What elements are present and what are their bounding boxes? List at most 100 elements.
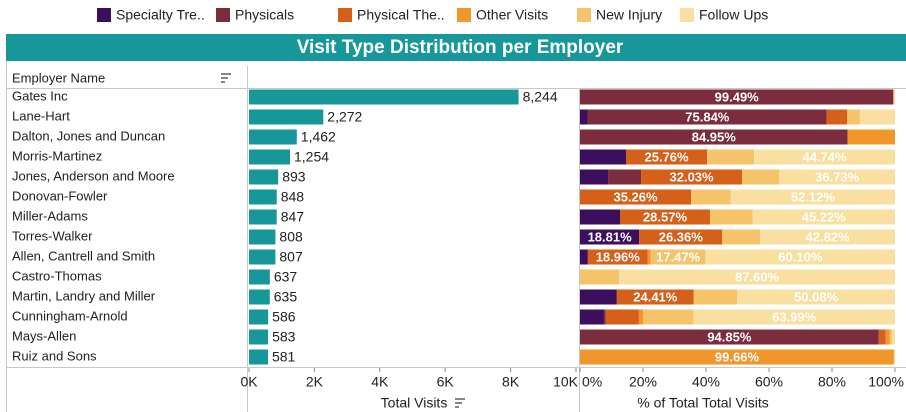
stacked-segment (889, 329, 893, 345)
chart-title: Visit Type Distribution per Employer (297, 37, 624, 58)
x-tick-label: 60% (755, 374, 783, 390)
legend-swatch[interactable] (680, 8, 694, 22)
stacked-segment (639, 229, 723, 245)
x-tick-label: 0% (582, 374, 602, 390)
legend-label[interactable]: Follow Ups (699, 7, 768, 23)
stacked-segment (847, 129, 895, 145)
stacked-segment (580, 189, 692, 205)
row-label: Torres-Walker (12, 228, 93, 243)
row-label: Jones, Anderson and Moore (12, 168, 175, 183)
segment-label: 87.60% (735, 269, 780, 284)
sort-icon[interactable] (221, 73, 231, 83)
legend-label[interactable]: Physical The.. (357, 7, 445, 23)
value-label: 581 (272, 349, 296, 365)
bar (249, 149, 291, 165)
stacked-segment (605, 309, 639, 325)
bar (249, 209, 277, 225)
stacked-segment (893, 89, 895, 105)
stacked-segment (580, 269, 620, 285)
legend-label[interactable]: New Injury (596, 7, 662, 23)
stacked-segment (620, 209, 711, 225)
column-header: Employer Name (12, 70, 105, 85)
legend-label[interactable]: Physicals (235, 7, 294, 23)
segment-label: 44.74% (802, 149, 847, 164)
segment-label: 24.41% (633, 289, 678, 304)
legend-swatch[interactable] (457, 8, 471, 22)
value-label: 808 (279, 229, 303, 245)
legend-swatch[interactable] (338, 8, 352, 22)
legend-label[interactable]: Other Visits (476, 7, 548, 23)
sort-icon[interactable] (455, 398, 465, 408)
row-label: Lane-Hart (12, 108, 70, 123)
stacked-segment (587, 109, 827, 125)
value-label: 2,272 (327, 109, 362, 125)
stacked-segment (580, 309, 604, 325)
segment-label: 99.66% (715, 349, 760, 364)
x-tick-label: 20% (629, 374, 657, 390)
stacked-segment (742, 169, 780, 185)
x-axis-title: % of Total Total Visits (637, 395, 769, 411)
bar (249, 349, 268, 365)
segment-label: 28.57% (643, 209, 688, 224)
stacked-segment (580, 109, 588, 125)
segment-label: 63.99% (772, 309, 817, 324)
value-label: 1,462 (301, 129, 336, 145)
row-label: Morris-Martinez (12, 148, 102, 163)
stacked-segment (580, 349, 894, 365)
stacked-segment (643, 309, 694, 325)
row-label: Ruiz and Sons (12, 348, 97, 363)
stacked-segment (892, 329, 895, 345)
bar (249, 89, 519, 105)
segment-label: 52.12% (791, 189, 836, 204)
value-label: 1,254 (294, 149, 329, 165)
stacked-segment (826, 109, 848, 125)
value-label: 893 (282, 169, 306, 185)
value-label: 848 (281, 189, 305, 205)
stacked-segment (754, 149, 895, 165)
segment-label: 94.85% (707, 329, 752, 344)
segment-label: 99.49% (715, 89, 760, 104)
segment-label: 60.10% (778, 249, 823, 264)
bar (249, 269, 270, 285)
stacked-segment (580, 289, 617, 305)
segment-label: 75.84% (685, 109, 730, 124)
stacked-segment (885, 329, 890, 345)
stacked-segment (580, 149, 626, 165)
stacked-segment (608, 169, 642, 185)
stacked-segment (580, 209, 621, 225)
stacked-segment (710, 209, 753, 225)
segment-label: 18.81% (588, 229, 633, 244)
value-label: 847 (281, 209, 305, 225)
bar (249, 189, 277, 205)
x-tick-label: 10K (553, 374, 579, 390)
segment-label: 25.76% (645, 149, 690, 164)
legend-label[interactable]: Specialty Tre.. (116, 7, 205, 23)
title-bar (6, 34, 906, 61)
stacked-segment (693, 309, 895, 325)
stacked-segment (737, 289, 895, 305)
segment-label: 26.36% (659, 229, 704, 244)
row-label: Cunningham-Arnold (12, 308, 128, 323)
x-axis-title: Total Visits (381, 395, 448, 411)
legend-swatch[interactable] (97, 8, 111, 22)
stacked-segment (619, 269, 895, 285)
stacked-segment (893, 349, 895, 365)
bar (249, 129, 297, 145)
row-label: Mays-Allen (12, 328, 76, 343)
segment-label: 50.08% (794, 289, 839, 304)
segment-label: 36.73% (815, 169, 860, 184)
bar (249, 169, 279, 185)
row-label: Martin, Landry and Miller (12, 288, 156, 303)
segment-label: 42.82% (806, 229, 851, 244)
stacked-segment (603, 309, 606, 325)
legend-swatch[interactable] (216, 8, 230, 22)
bar (249, 249, 276, 265)
segment-label: 45.22% (802, 209, 847, 224)
stacked-segment (693, 289, 738, 305)
stacked-segment (580, 249, 588, 265)
legend-swatch[interactable] (577, 8, 591, 22)
segment-label: 32.03% (670, 169, 715, 184)
stacked-segment (580, 129, 848, 145)
segment-label: 35.26% (613, 189, 658, 204)
